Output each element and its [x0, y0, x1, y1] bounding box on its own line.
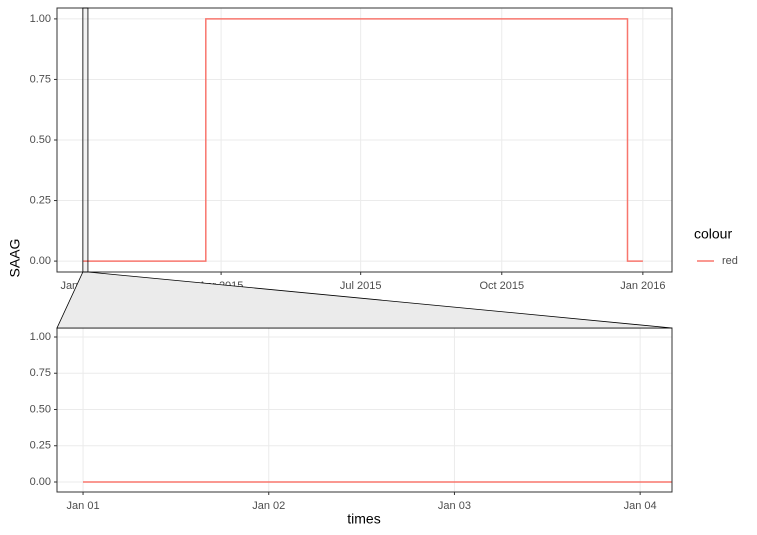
x-tick-label: Jan 03	[438, 500, 471, 512]
x-tick-label: Jan 04	[624, 500, 657, 512]
x-tick-label: Oct 2015	[479, 280, 524, 292]
panel-background	[57, 328, 672, 492]
y-tick-label: 0.25	[30, 194, 51, 206]
x-tick-label: Jan 02	[252, 500, 285, 512]
legend-label: red	[722, 255, 738, 267]
x-axis-label: times	[347, 511, 380, 527]
y-tick-label: 0.75	[30, 73, 51, 85]
x-tick-label: Jan 01	[67, 500, 100, 512]
y-axis-label: SAAG	[7, 239, 23, 278]
y-tick-label: 0.50	[30, 403, 51, 415]
y-tick-label: 0.25	[30, 440, 51, 452]
y-tick-label: 1.00	[30, 331, 51, 343]
y-tick-label: 0.75	[30, 367, 51, 379]
y-tick-label: 0.00	[30, 255, 51, 267]
x-tick-label: Jan 2016	[620, 280, 665, 292]
y-tick-label: 1.00	[30, 13, 51, 25]
y-tick-label: 0.50	[30, 134, 51, 146]
zoom-area	[82, 7, 89, 273]
data-line	[83, 18, 643, 262]
y-tick-label: 0.00	[30, 476, 51, 488]
x-tick-label: Jul 2015	[340, 280, 382, 292]
panel-border	[56, 7, 673, 273]
legend-title: colour	[694, 226, 732, 242]
